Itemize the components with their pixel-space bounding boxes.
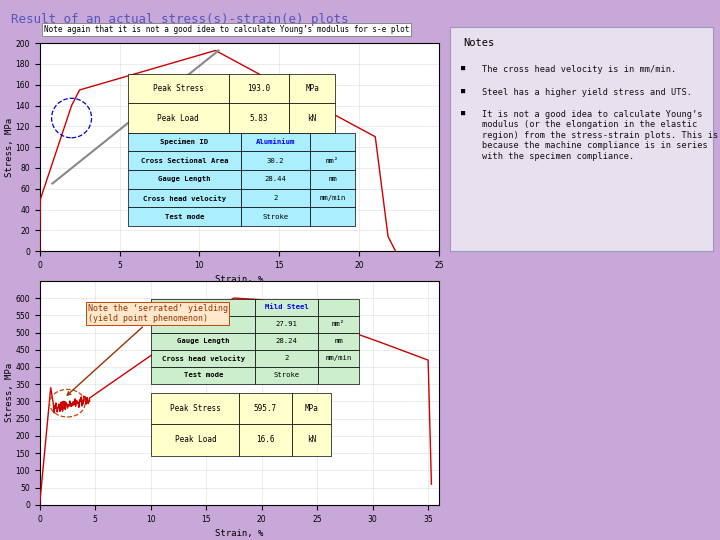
Text: The cross head velocity is in mm/min.: The cross head velocity is in mm/min. [482,65,676,74]
Text: MPa: MPa [305,404,318,413]
Text: ■: ■ [461,110,465,116]
Text: 5.83: 5.83 [250,113,269,123]
Bar [256,299,318,316]
Bar [289,104,336,133]
X-axis label: Strain, %: Strain, % [215,275,264,285]
Bar [239,424,292,456]
Text: mm²: mm² [332,321,345,327]
Text: Note again that it is not a good idea to calculate Young’s modulus for s-e plot: Note again that it is not a good idea to… [44,25,409,34]
Y-axis label: Stress, MPa: Stress, MPa [5,118,14,177]
Bar [318,316,359,333]
Bar [292,424,331,456]
Text: 2: 2 [284,355,289,361]
Text: Peak Load: Peak Load [158,113,199,123]
Bar [151,316,256,333]
Text: 30.2: 30.2 [267,158,284,164]
Bar [239,393,292,424]
Text: Gauge Length: Gauge Length [177,338,230,345]
Bar [127,104,229,133]
Text: ■: ■ [461,87,465,93]
Text: Aluminium: Aluminium [256,139,295,145]
Bar [241,151,310,170]
Text: mm²: mm² [326,158,339,164]
Text: mm/min: mm/min [325,355,351,361]
Y-axis label: Stress, MPa: Stress, MPa [5,363,14,422]
Text: Test mode: Test mode [184,373,223,379]
Bar [127,207,241,226]
Text: Stroke: Stroke [262,214,289,220]
Text: Note the ‘serrated’ yielding
(yield point phenomenon): Note the ‘serrated’ yielding (yield poin… [67,303,228,395]
Bar [292,393,331,424]
Bar [151,367,256,384]
Bar [310,133,355,151]
Text: Peak Load: Peak Load [174,435,216,444]
X-axis label: Strain, %: Strain, % [215,529,264,538]
Bar [310,207,355,226]
Bar [229,75,289,104]
Text: 2: 2 [274,195,278,201]
Text: MPa: MPa [305,84,319,93]
Bar [151,299,256,316]
Bar [241,188,310,207]
Bar [127,151,241,170]
Text: 28.44: 28.44 [265,177,287,183]
Text: mm/min: mm/min [320,195,346,201]
Bar [256,316,318,333]
Text: Test mode: Test mode [165,214,204,220]
Bar [289,75,336,104]
Bar [127,133,241,151]
Text: Mild Steel: Mild Steel [265,304,308,310]
Text: Stroke: Stroke [274,373,300,379]
Bar [151,333,256,350]
Text: Steel has a higher yield stress and UTS.: Steel has a higher yield stress and UTS. [482,87,691,97]
Text: kN: kN [307,435,316,444]
Bar [318,299,359,316]
Bar [151,350,256,367]
Bar [310,170,355,188]
Bar [310,188,355,207]
Bar [318,350,359,367]
Text: Specimen ID: Specimen ID [161,138,209,145]
Bar [229,104,289,133]
Bar [256,367,318,384]
Text: Specimen: Specimen [186,304,221,310]
Bar [151,424,239,456]
Text: Cross head velocity: Cross head velocity [143,194,226,201]
Bar [256,350,318,367]
Text: Cross head velocity: Cross head velocity [162,355,245,362]
Bar [241,170,310,188]
Bar [310,151,355,170]
Bar [151,393,239,424]
Text: Peak Stress: Peak Stress [170,404,221,413]
Text: 27.91: 27.91 [276,321,297,327]
Text: It is not a good idea to calculate Young’s
modulus (or the elongation in the ela: It is not a good idea to calculate Young… [482,110,718,160]
Bar [127,188,241,207]
Text: 28.24: 28.24 [276,338,297,345]
Text: Cross Sectional Area: Cross Sectional Area [140,158,228,164]
Bar [318,333,359,350]
Text: Result of an actual stress(s)-strain(e) plots: Result of an actual stress(s)-strain(e) … [11,14,348,26]
Text: ■: ■ [461,65,465,71]
Text: Area: Area [194,321,212,327]
Bar [241,207,310,226]
Text: mm: mm [334,338,343,345]
Bar [241,133,310,151]
Text: mm: mm [328,177,337,183]
Bar [318,367,359,384]
Text: 595.7: 595.7 [254,404,277,413]
Text: Gauge Length: Gauge Length [158,177,211,183]
Bar [127,75,229,104]
Bar [256,333,318,350]
Text: kN: kN [307,113,317,123]
Text: 16.6: 16.6 [256,435,275,444]
Text: 193.0: 193.0 [248,84,271,93]
Bar [127,170,241,188]
Text: Peak Stress: Peak Stress [153,84,204,93]
Text: Notes: Notes [463,38,495,48]
